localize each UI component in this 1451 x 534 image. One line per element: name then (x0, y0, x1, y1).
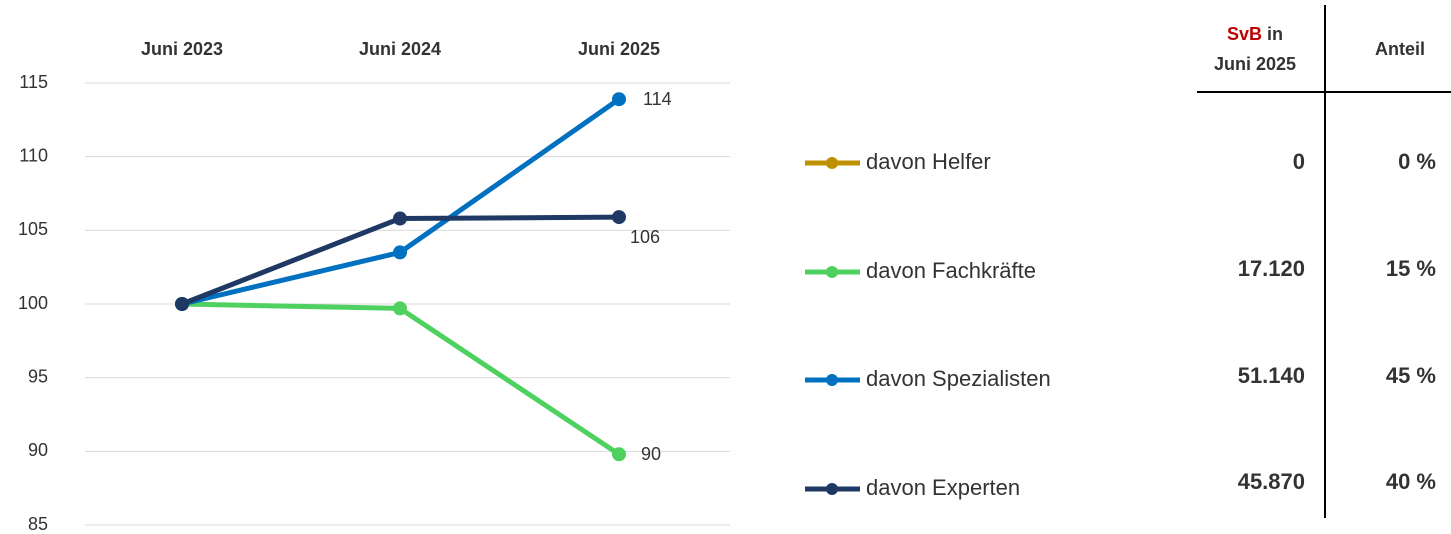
table-header: Anteil (1375, 39, 1425, 59)
legend-marker (826, 374, 838, 386)
legend-label: davon Spezialisten (866, 366, 1051, 391)
y-tick-label: 85 (28, 514, 48, 534)
data-point (612, 92, 626, 107)
data-label: 90 (641, 444, 661, 464)
x-tick-label: Juni 2024 (359, 39, 441, 59)
table-cell: 15 % (1386, 256, 1436, 281)
table-cell: 51.140 (1238, 363, 1305, 388)
table-cell: 0 % (1398, 149, 1436, 174)
data-point (175, 297, 189, 311)
table-cell: 0 (1293, 149, 1305, 174)
data-point (393, 301, 407, 316)
legend-label: davon Helfer (866, 149, 991, 174)
y-tick-label: 100 (18, 293, 48, 313)
legend-label: davon Fachkräfte (866, 258, 1036, 283)
table-header: SvB in (1227, 24, 1283, 44)
series-line (181, 97, 621, 307)
legend-marker (826, 483, 838, 495)
table-cell: 45.870 (1238, 469, 1305, 494)
y-tick-label: 115 (19, 72, 48, 92)
data-point (393, 211, 407, 226)
y-tick-label: 105 (18, 219, 48, 239)
table-cell: 17.120 (1238, 256, 1305, 281)
header-in: in (1267, 24, 1283, 44)
x-tick-label: Juni 2023 (141, 39, 223, 59)
legend-marker (826, 266, 838, 278)
series-line (181, 301, 621, 457)
data-point (612, 447, 626, 462)
data-label: 114 (643, 89, 672, 109)
legend-marker (826, 157, 838, 169)
table-cell: 45 % (1386, 363, 1436, 388)
legend-label: davon Experten (866, 475, 1020, 500)
data-point (612, 210, 626, 225)
x-tick-label: Juni 2025 (578, 39, 660, 59)
table-cell: 40 % (1386, 469, 1436, 494)
header-svb: SvB (1227, 24, 1262, 44)
y-tick-label: 90 (28, 440, 48, 460)
y-tick-label: 110 (19, 145, 48, 165)
y-tick-label: 95 (28, 366, 48, 386)
table-header: Juni 2025 (1214, 54, 1296, 74)
data-label: 106 (630, 227, 660, 247)
data-point (393, 245, 407, 260)
